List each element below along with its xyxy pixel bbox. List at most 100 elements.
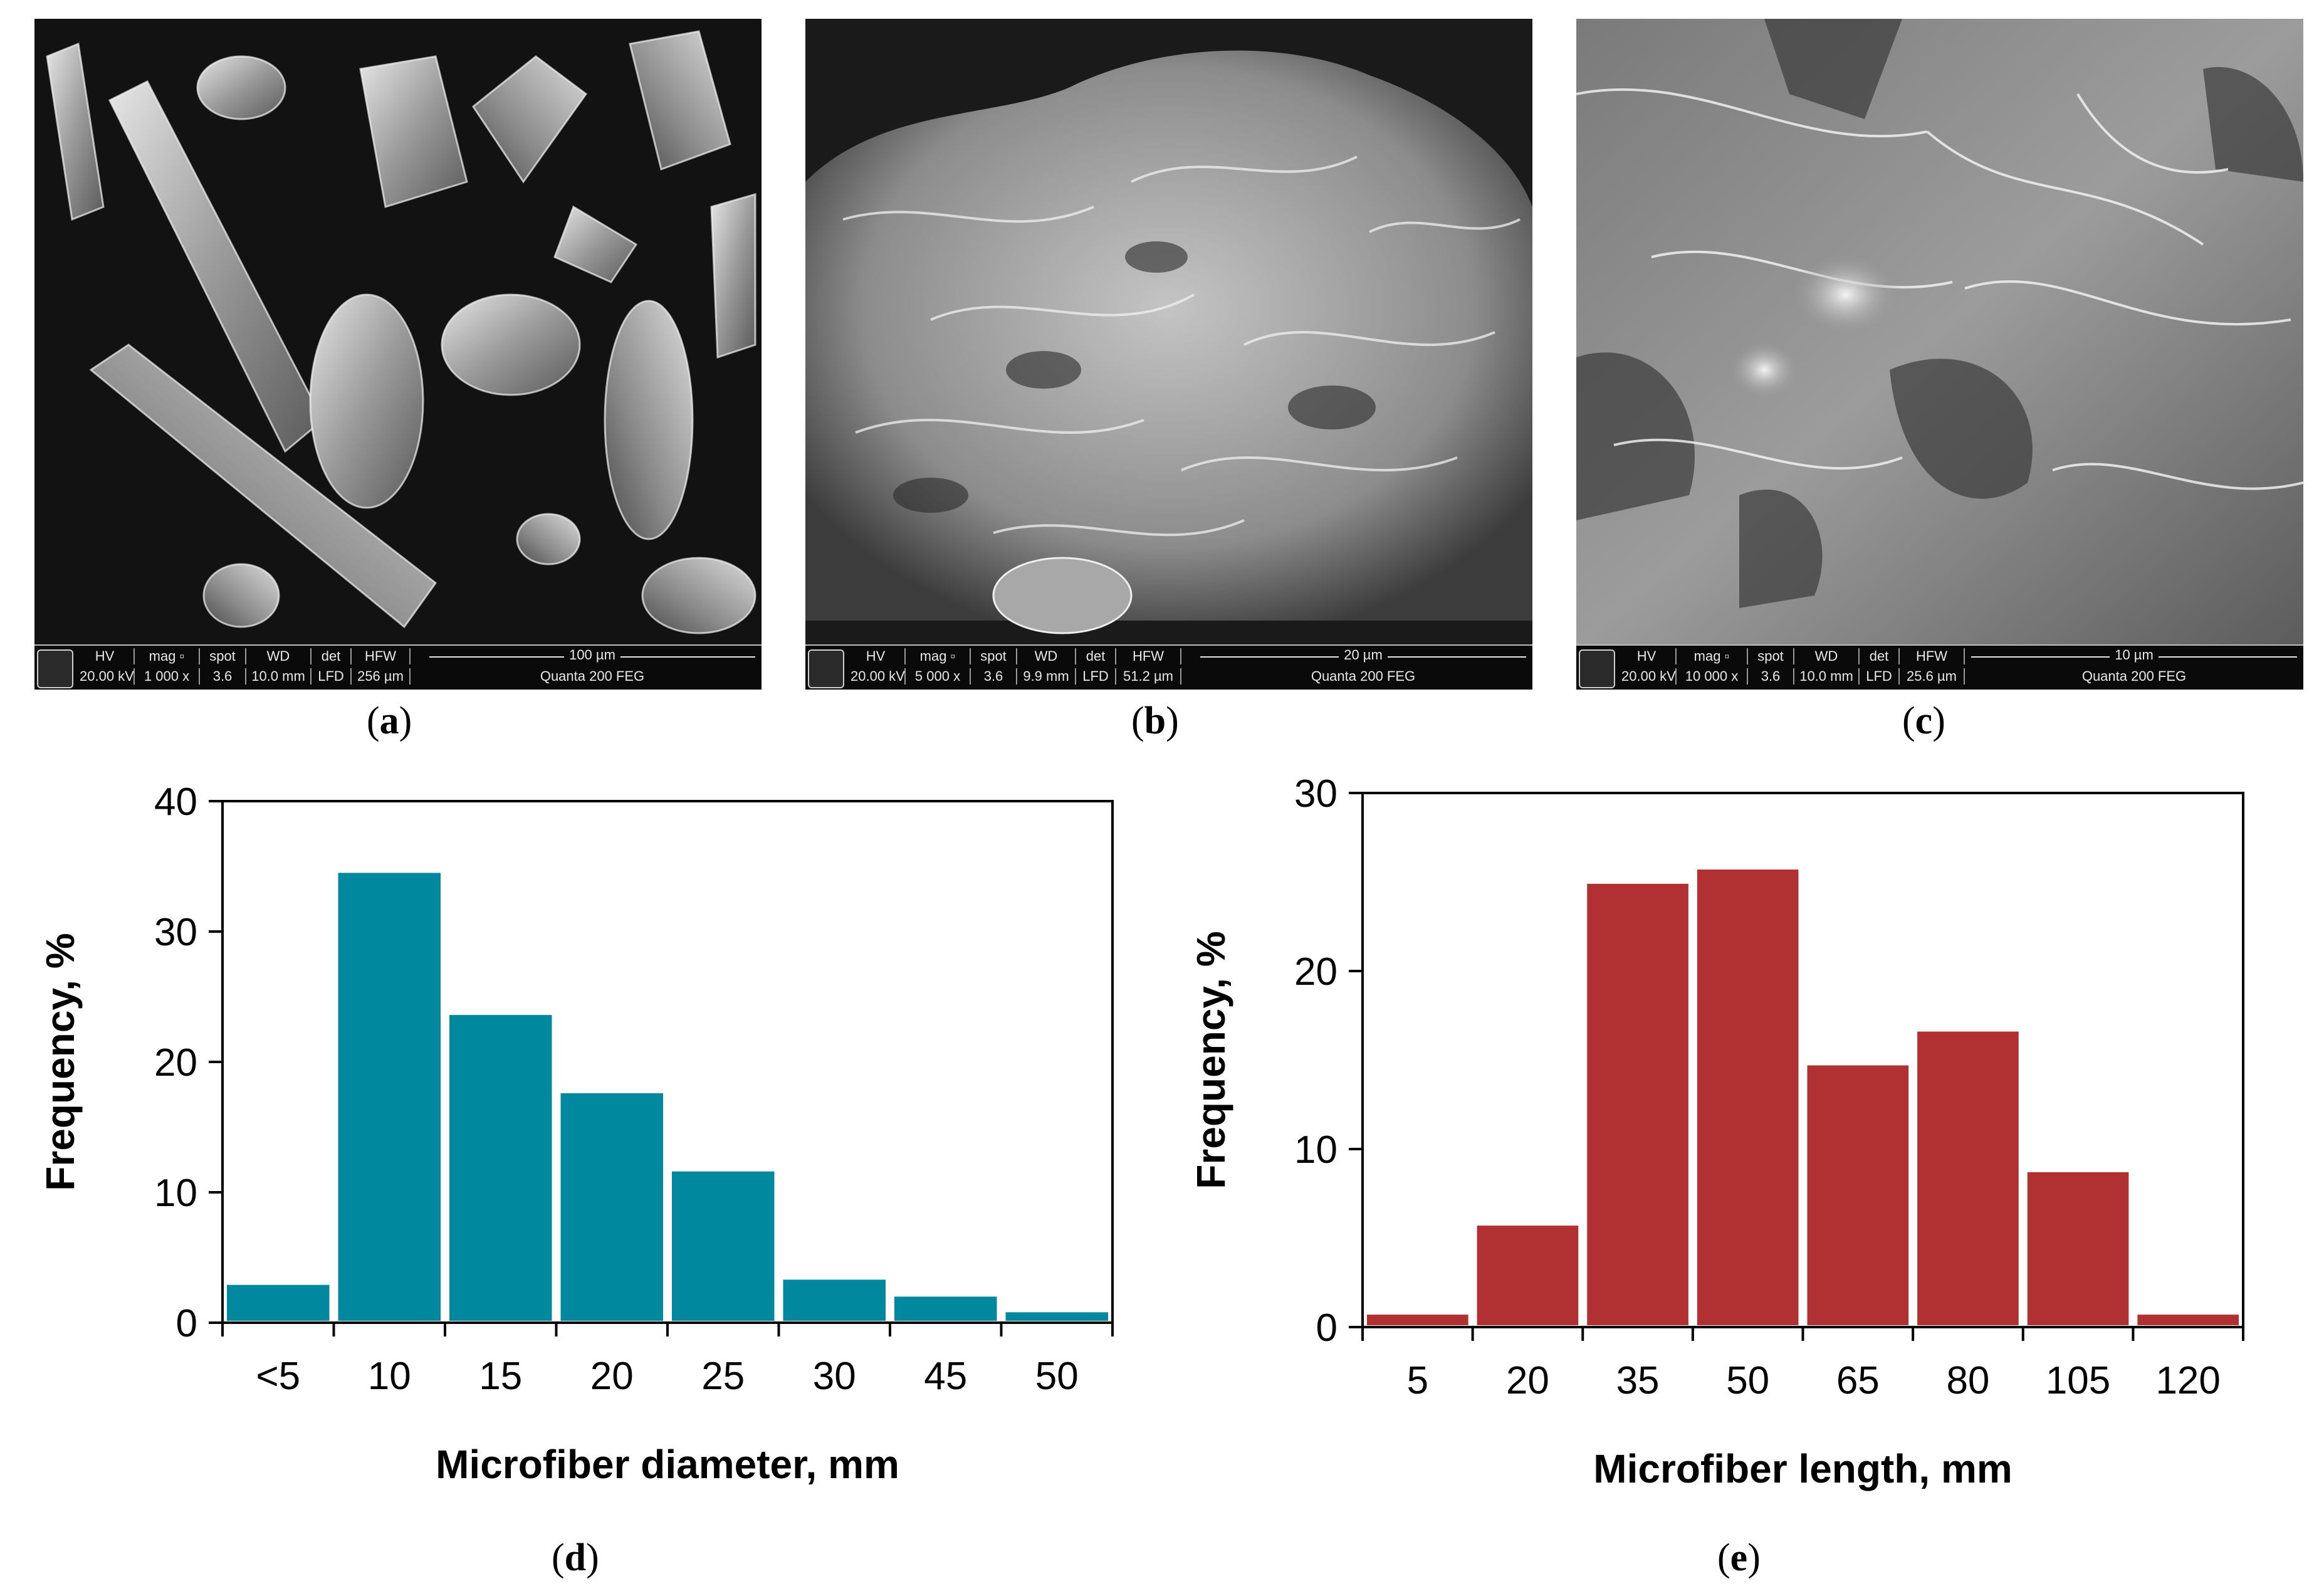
mag-value: 1 000 x [135,668,200,685]
sem-micrograph-particles [34,19,762,646]
y-tick-label: 10 [1294,1128,1337,1172]
x-tick-label: 45 [924,1355,967,1398]
det-value: LFD [1076,668,1116,685]
x-tick-label: 5 [1407,1359,1428,1402]
sem-micrograph-surface [1576,19,2303,646]
panel-label-a: (a) [367,700,412,742]
bar-35 [1587,883,1688,1325]
det-value: LFD [311,668,352,685]
y-tick-label: 10 [154,1172,197,1215]
instrument-name: Quanta 200 FEG [540,668,645,684]
hv-value: 20.00 kV [76,668,135,685]
databar-header-row: HV mag ▫ spot WD det HFW [1618,648,2303,667]
mag-header: mag ▫ [906,648,971,664]
x-tick-label: <5 [256,1355,300,1398]
hfw-value: 51.2 µm [1116,668,1181,685]
bar-65 [1807,1065,1909,1325]
panel-label-c: (c) [1902,700,1945,742]
wd-header: WD [1794,648,1860,664]
bar-20 [560,1093,663,1321]
hv-header: HV [1618,648,1677,664]
scale-bar: 10 µm [1971,647,2297,666]
mag-header: mag ▫ [135,648,200,664]
hfw-header: HFW [1900,648,1965,664]
scale-bar-label: 20 µm [1339,647,1388,663]
wd-value: 9.9 mm [1017,668,1076,685]
instrument-name: Quanta 200 FEG [1311,668,1416,684]
wd-value: 10.0 mm [246,668,311,685]
university-logo-icon [37,649,73,688]
bar-80 [1917,1031,2019,1325]
y-axis-label: Frequency, % [38,933,83,1190]
bar-50 [1697,869,1799,1325]
spot-header: spot [971,648,1017,664]
det-header: det [311,648,352,664]
hfw-header: HFW [1116,648,1181,664]
sem-micrograph-aggregate [805,19,1532,646]
bar-10 [338,873,441,1321]
x-axis-label: Microfiber diameter, mm [436,1442,899,1487]
hv-value: 20.00 kV [847,668,906,685]
x-tick-label: 35 [1616,1359,1660,1402]
x-tick-label: 15 [479,1355,522,1398]
hv-header: HV [847,648,906,664]
x-tick-label: 105 [2046,1359,2110,1402]
hv-header: HV [76,648,135,664]
bar-25 [672,1171,775,1321]
mag-value: 5 000 x [906,668,971,685]
y-tick-label: 30 [1294,772,1337,816]
det-header: det [1076,648,1116,664]
x-tick-label: 80 [1946,1359,1989,1402]
hfw-value: 25.6 µm [1900,668,1965,685]
panel-label-e: (e) [1717,1536,1761,1579]
university-logo-icon [1579,649,1615,688]
x-tick-label: 30 [813,1355,856,1398]
spot-header: spot [200,648,246,664]
wd-value: 10.0 mm [1794,668,1860,685]
hv-value: 20.00 kV [1618,668,1677,685]
databar-header-row: HV mag ▫ spot WD det HFW [76,648,762,667]
sem-image-c: HV mag ▫ spot WD det HFW 20.00 kV 10 000 x 3.6 1… [1576,19,2303,690]
bar-45 [894,1296,997,1321]
databar-header-row: HV mag ▫ spot WD det HFW [847,648,1532,667]
scale-bar-label: 10 µm [2110,647,2159,663]
y-tick-label: 30 [154,911,197,954]
x-tick-label: 20 [1506,1359,1549,1402]
bar-105 [2027,1172,2129,1325]
det-value: LFD [1860,668,1900,685]
y-tick-label: 0 [1316,1306,1337,1350]
bar-120 [2137,1315,2239,1325]
wd-header: WD [246,648,311,664]
y-axis-label: Frequency, % [1188,931,1233,1189]
scale-bar: 20 µm [1200,647,1526,666]
databar-value-row: 20.00 kV 1 000 x 3.6 10.0 mm LFD 256 µm [76,668,762,687]
bar-5 [1367,1315,1468,1325]
university-logo-icon [808,649,844,688]
databar-value-row: 20.00 kV 10 000 x 3.6 10.0 mm LFD 25.6 µm [1618,668,2303,687]
y-tick-label: 20 [1294,950,1337,994]
mag-value: 10 000 x [1677,668,1748,685]
wd-header: WD [1017,648,1076,664]
x-tick-label: 25 [701,1355,745,1398]
sem-image-a: HV mag ▫ spot WD det HFW 20.00 kV 1 000 x 3.6 10… [34,19,762,690]
sem-databar: HV mag ▫ spot WD det HFW 20.00 kV 5 000 x 3.6 9.… [805,644,1532,690]
instrument-name: Quanta 200 FEG [2081,668,2187,684]
spot-value: 3.6 [971,668,1017,685]
sem-image-b: HV mag ▫ spot WD det HFW 20.00 kV 5 000 x 3.6 9.… [805,19,1532,690]
bar-30 [783,1279,886,1321]
spot-header: spot [1748,648,1794,664]
spot-value: 3.6 [1748,668,1794,685]
length-histogram: 0 10 20 30 5 20 35 50 65 80 105 120 Microfiber lengt… [1188,772,2244,1491]
bar-20 [1477,1226,1579,1325]
scale-bar-label: 100 µm [564,647,620,663]
x-tick-label: 65 [1836,1359,1880,1402]
mag-header: mag ▫ [1677,648,1748,664]
bar-50 [1005,1312,1108,1321]
diameter-histogram: 0 10 20 30 40 <5 10 15 20 25 30 45 50 Microfiber diam… [38,780,1114,1487]
det-header: det [1860,648,1900,664]
x-tick-label: 120 [2155,1359,2220,1402]
y-tick-label: 0 [176,1302,197,1345]
spot-value: 3.6 [200,668,246,685]
sem-databar: HV mag ▫ spot WD det HFW 20.00 kV 10 000 x 3.6 1… [1576,644,2303,690]
x-tick-label: 50 [1035,1355,1079,1398]
